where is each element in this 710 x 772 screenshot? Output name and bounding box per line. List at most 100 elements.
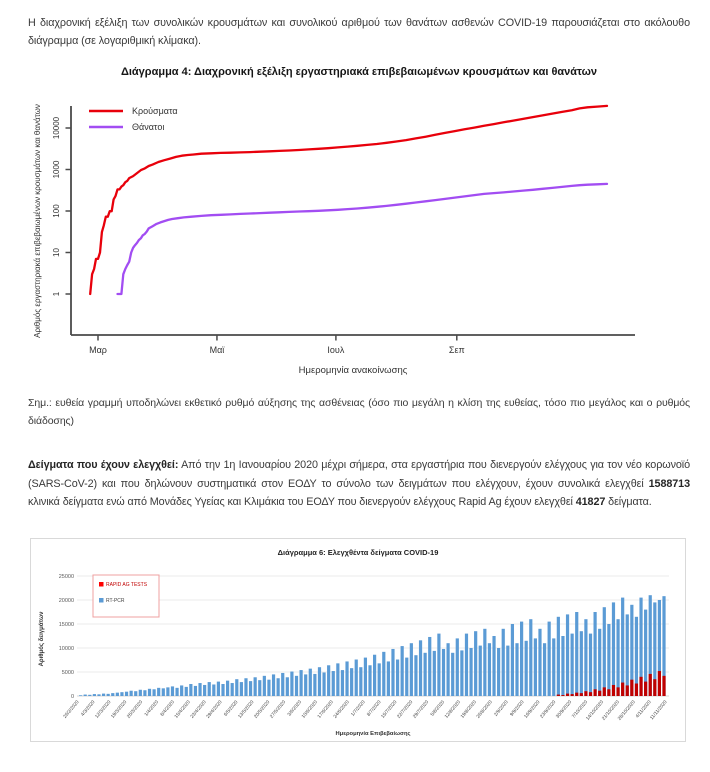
bar-rt-pcr [368, 665, 372, 696]
bar-rt-pcr [602, 607, 606, 696]
bar-rt-pcr [359, 667, 363, 696]
bar-rt-pcr [598, 628, 602, 696]
x-tick-label: 8/7/2020 [366, 699, 383, 717]
chart4-title: Διάγραμμα 4: Διαχρονική εξέλιξη εργαστηρ… [120, 66, 598, 78]
x-tick-label: 6/5/2020 [223, 699, 240, 717]
bar-rapid-ag [630, 679, 634, 696]
bar-rapid-ag [644, 681, 648, 696]
bar-rt-pcr [340, 670, 345, 696]
chart6-tested-samples-bar-chart: 0 5000 10000 15000 20000 25000 Αριθμός δειγμάτ… [39, 574, 669, 737]
bar-rt-pcr [561, 636, 565, 696]
bar-rt-pcr [276, 678, 280, 696]
bar-rt-pcr [83, 694, 87, 696]
bar-rt-pcr [322, 672, 326, 696]
y-tick-label: 10000 [59, 646, 74, 652]
bar-rt-pcr [134, 691, 138, 696]
bar-rt-pcr [111, 693, 115, 696]
samples-paragraph: Δείγματα που έχουν ελεγχθεί: Από την 1η … [28, 456, 690, 512]
bar-rt-pcr [152, 689, 156, 696]
bar-rt-pcr [538, 628, 542, 696]
x-tick-label: 8/4/2020 [159, 699, 176, 717]
bar-rt-pcr [253, 677, 257, 696]
bar-rt-pcr [143, 690, 147, 696]
bar-rapid-ag [588, 692, 593, 696]
bar-rapid-ag [570, 694, 574, 696]
bar-rt-pcr [193, 685, 198, 696]
bar-rt-pcr [455, 638, 459, 696]
deaths-line [116, 182, 609, 296]
bar-rt-pcr [203, 684, 207, 696]
x-tick-label: 26/2/2020 [62, 699, 81, 719]
bar-rt-pcr [207, 682, 211, 696]
y-tick-label: 5000 [62, 670, 74, 676]
legend-deaths-label: Θάνατοι [132, 122, 164, 132]
intro-paragraph: Η διαχρονική εξέλιξη των συνολικών κρουσ… [28, 17, 690, 47]
bar-rt-pcr [294, 675, 299, 696]
bar-rt-pcr [611, 602, 616, 696]
bar-rt-pcr [510, 624, 515, 696]
x-axis-title: Ημερομηνία ανακοίνωσης [299, 365, 408, 376]
x-tick-label: 26/3/2020 [126, 699, 145, 719]
bar-rt-pcr [373, 654, 377, 696]
bar-rt-pcr [556, 616, 560, 696]
x-tick-label: Μαϊ [210, 345, 226, 355]
bar-rt-pcr [226, 680, 230, 696]
bar-rt-pcr [657, 600, 662, 696]
x-tick-label: 26/8/2020 [475, 699, 494, 719]
legend-cases-label: Κρούσματα [132, 106, 178, 116]
bar-rt-pcr [106, 693, 110, 696]
bar-rt-pcr [483, 628, 487, 696]
samples-lead: Δείγματα που έχουν ελεγχθεί: [28, 459, 179, 471]
bar-rapid-ag [556, 694, 560, 696]
bar-rt-pcr [345, 661, 349, 696]
bar-rapid-ag [621, 682, 625, 696]
x-tick-label: 4/3/2020 [80, 699, 97, 717]
bar-rt-pcr [336, 663, 340, 696]
bar-rt-pcr [331, 671, 335, 696]
bar-rt-pcr [363, 657, 368, 696]
bar-rt-pcr [432, 650, 436, 696]
bar-rt-pcr [115, 692, 119, 696]
y-tick-label: 20000 [59, 598, 74, 604]
y-tick-label: 15000 [59, 622, 74, 628]
bar-rt-pcr [588, 633, 593, 696]
bar-rt-pcr [212, 684, 216, 696]
bar-rt-pcr [409, 643, 413, 696]
bar-rt-pcr [79, 695, 83, 696]
legend-rapid-ag-label: RAPID AG TESTS [106, 582, 148, 588]
bar-rt-pcr [648, 595, 652, 696]
y-tick-label: 25000 [59, 574, 74, 580]
y-tick-label: 0 [71, 694, 74, 700]
bar-rt-pcr [653, 602, 657, 696]
bar-rt-pcr [520, 621, 524, 696]
bar-rt-pcr [501, 628, 505, 696]
bar-rapid-ag [625, 685, 629, 696]
bar-rt-pcr [88, 694, 92, 696]
bar-rt-pcr [547, 621, 551, 696]
bar-rt-pcr [625, 614, 629, 696]
chart4-cases-deaths-line-chart: 1 10 100 1000 10000 Μαρ Μαϊ Ιουλ Σεπ Αριθμός εργα… [33, 104, 635, 376]
bar-rt-pcr [524, 640, 528, 696]
bar-rt-pcr [299, 670, 303, 696]
bar-rt-pcr [235, 679, 239, 696]
bar-rt-pcr [414, 655, 418, 696]
bar-rt-pcr [478, 645, 482, 696]
bar-rt-pcr [400, 646, 404, 696]
bar-rt-pcr [216, 681, 221, 696]
bar-rt-pcr [428, 636, 432, 696]
bar-rapid-ag [634, 683, 639, 696]
x-tick-label: Μαρ [89, 345, 107, 355]
bar-rt-pcr [497, 648, 501, 696]
bar-rt-pcr [395, 659, 400, 696]
bar-rt-pcr [281, 672, 285, 696]
bar-rt-pcr [198, 683, 202, 696]
bar-rt-pcr [542, 643, 547, 696]
bar-rt-pcr [248, 681, 253, 696]
bar-rapid-ag [653, 679, 657, 696]
bar-rapid-ag [607, 689, 611, 696]
bar-rapid-ag [662, 675, 666, 696]
samples-text-a: Από την 1η Ιανουαρίου 2020 μέχρι σήμερα,… [28, 459, 690, 490]
bar-rt-pcr [460, 650, 464, 696]
x-tick-label: 2/9/2020 [493, 699, 510, 717]
bar-rt-pcr [474, 631, 478, 696]
